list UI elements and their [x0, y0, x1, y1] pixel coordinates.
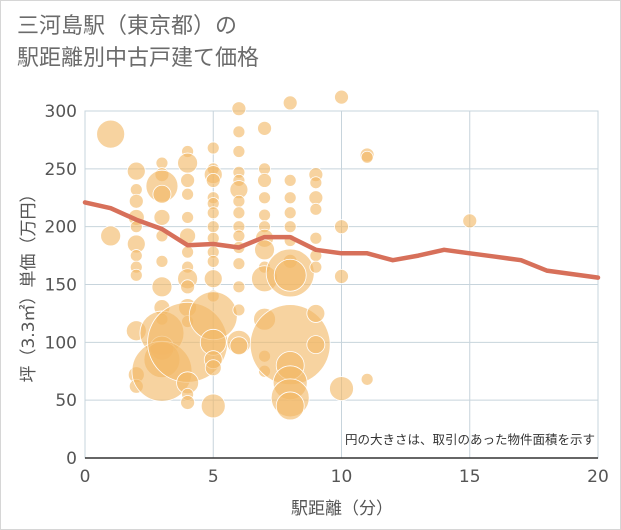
data-bubble	[180, 395, 196, 410]
data-bubble	[155, 254, 169, 268]
data-bubble	[329, 376, 354, 402]
data-bubble	[126, 161, 146, 181]
data-bubble	[258, 191, 271, 205]
y-axis-label: 坪（3.3㎡）単価（万円）	[19, 185, 39, 382]
data-bubble	[360, 372, 374, 386]
data-bubble	[257, 120, 272, 136]
data-bubble	[232, 257, 246, 271]
x-tick-label: 20	[587, 467, 609, 487]
x-tick-label: 0	[80, 467, 91, 487]
y-tick-label: 250	[45, 160, 77, 180]
y-tick-label: 50	[55, 391, 77, 411]
data-bubble	[206, 206, 220, 220]
data-bubble	[334, 269, 349, 284]
data-bubble	[283, 220, 297, 234]
data-bubble	[232, 303, 246, 317]
data-bubble	[206, 254, 220, 268]
average-line	[82, 200, 601, 280]
data-bubble	[462, 213, 478, 229]
data-bubble	[181, 245, 195, 259]
data-bubble	[232, 194, 246, 208]
data-bubble	[254, 239, 275, 261]
data-bubble	[283, 173, 297, 187]
data-bubble	[282, 95, 298, 111]
data-bubble	[203, 269, 223, 289]
data-bubble	[309, 231, 323, 245]
data-bubble	[180, 172, 196, 188]
data-bubble	[100, 225, 122, 247]
data-bubble	[180, 279, 196, 295]
data-bubble	[177, 152, 199, 174]
title-line-2: 駅距離別中古戸建て価格	[17, 46, 260, 71]
data-bubble	[308, 190, 324, 206]
data-bubble	[275, 391, 305, 421]
x-tick-label: 10	[331, 467, 353, 487]
x-tick-label: 5	[208, 467, 219, 487]
y-tick-label: 300	[45, 102, 77, 122]
chart-title: 三河島駅（東京都）の 駅距離別中古戸建て価格	[17, 11, 259, 75]
data-bubble	[232, 280, 246, 294]
data-bubble	[229, 336, 249, 356]
data-bubble	[232, 145, 246, 158]
data-bubble	[151, 276, 173, 298]
data-bubble	[206, 141, 220, 155]
y-tick-label: 150	[45, 276, 77, 296]
data-bubble	[334, 89, 349, 105]
average-price-line	[82, 200, 601, 280]
bubble-size-note: 円の大きさは、取引のあった物件面積を示す	[345, 432, 595, 447]
data-bubble	[206, 220, 220, 234]
title-line-1: 三河島駅（東京都）の	[17, 14, 238, 39]
data-bubble	[257, 172, 272, 188]
data-bubble	[273, 258, 307, 292]
data-bubble	[258, 208, 271, 222]
bubble-series	[96, 89, 478, 421]
y-tick-label: 100	[45, 333, 77, 353]
data-bubble	[232, 125, 246, 139]
data-bubble	[309, 202, 323, 216]
data-bubble	[283, 191, 297, 205]
data-bubble	[309, 260, 323, 274]
data-bubble	[153, 209, 171, 226]
data-bubble	[231, 101, 247, 117]
data-bubble	[232, 206, 246, 220]
data-bubble	[232, 229, 246, 243]
data-bubble	[181, 187, 195, 201]
y-tick-label: 200	[45, 218, 77, 238]
data-bubble	[181, 211, 195, 224]
data-bubble	[283, 206, 297, 220]
data-bubble	[205, 172, 221, 188]
data-bubble	[128, 193, 144, 209]
data-bubble	[152, 184, 172, 204]
data-bubble	[360, 150, 374, 164]
data-bubble	[334, 219, 349, 235]
data-bubble	[129, 268, 143, 282]
data-bubble	[306, 335, 326, 355]
x-tick-label: 15	[459, 467, 481, 487]
x-axis-label: 駅距離（分）	[291, 499, 393, 519]
y-tick-label: 0	[66, 449, 77, 469]
data-bubble	[129, 249, 143, 262]
data-bubble	[96, 119, 126, 149]
data-bubble	[204, 359, 222, 377]
data-bubble	[309, 176, 323, 190]
data-bubble	[306, 304, 326, 323]
data-bubble	[200, 393, 226, 419]
